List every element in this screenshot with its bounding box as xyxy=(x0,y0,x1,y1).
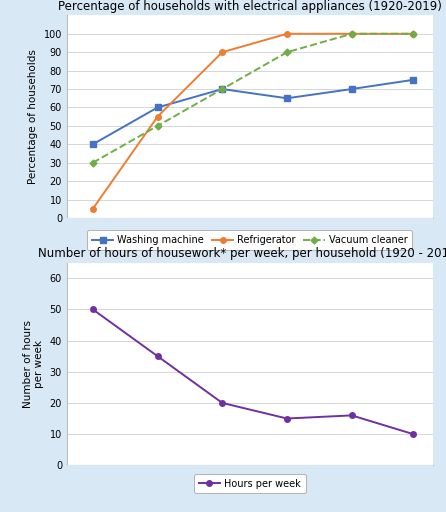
Washing machine xyxy=(349,86,355,92)
Line: Washing machine: Washing machine xyxy=(90,77,416,147)
Title: Number of hours of housework* per week, per household (1920 - 2019): Number of hours of housework* per week, … xyxy=(38,247,446,260)
Hours per week xyxy=(284,415,289,421)
Line: Vacuum cleaner: Vacuum cleaner xyxy=(91,31,416,165)
Vacuum cleaner xyxy=(349,31,355,37)
Washing machine xyxy=(284,95,289,101)
Refrigerator xyxy=(284,31,289,37)
Vacuum cleaner xyxy=(219,86,225,92)
Washing machine xyxy=(219,86,225,92)
Hours per week xyxy=(155,353,160,359)
Refrigerator xyxy=(349,31,355,37)
Vacuum cleaner xyxy=(410,31,416,37)
Line: Hours per week: Hours per week xyxy=(90,307,416,437)
Legend: Washing machine, Refrigerator, Vacuum cleaner: Washing machine, Refrigerator, Vacuum cl… xyxy=(87,230,412,250)
Vacuum cleaner xyxy=(155,123,160,129)
Refrigerator xyxy=(219,49,225,55)
Legend: Hours per week: Hours per week xyxy=(194,474,306,494)
Refrigerator xyxy=(410,31,416,37)
Vacuum cleaner xyxy=(284,49,289,55)
Hours per week xyxy=(410,431,416,437)
Line: Refrigerator: Refrigerator xyxy=(90,31,416,211)
Y-axis label: Percentage of households: Percentage of households xyxy=(28,49,38,184)
Hours per week xyxy=(219,400,225,406)
Title: Percentage of households with electrical appliances (1920-2019): Percentage of households with electrical… xyxy=(58,0,442,13)
Vacuum cleaner xyxy=(90,160,95,166)
Y-axis label: Number of hours
per week: Number of hours per week xyxy=(22,320,44,408)
Washing machine xyxy=(410,77,416,83)
Refrigerator xyxy=(155,114,160,120)
Washing machine xyxy=(90,141,95,147)
Hours per week xyxy=(90,306,95,312)
X-axis label: Year: Year xyxy=(239,483,261,493)
X-axis label: Year: Year xyxy=(239,236,261,246)
Washing machine xyxy=(155,104,160,111)
Hours per week xyxy=(349,412,355,418)
Refrigerator xyxy=(90,206,95,212)
